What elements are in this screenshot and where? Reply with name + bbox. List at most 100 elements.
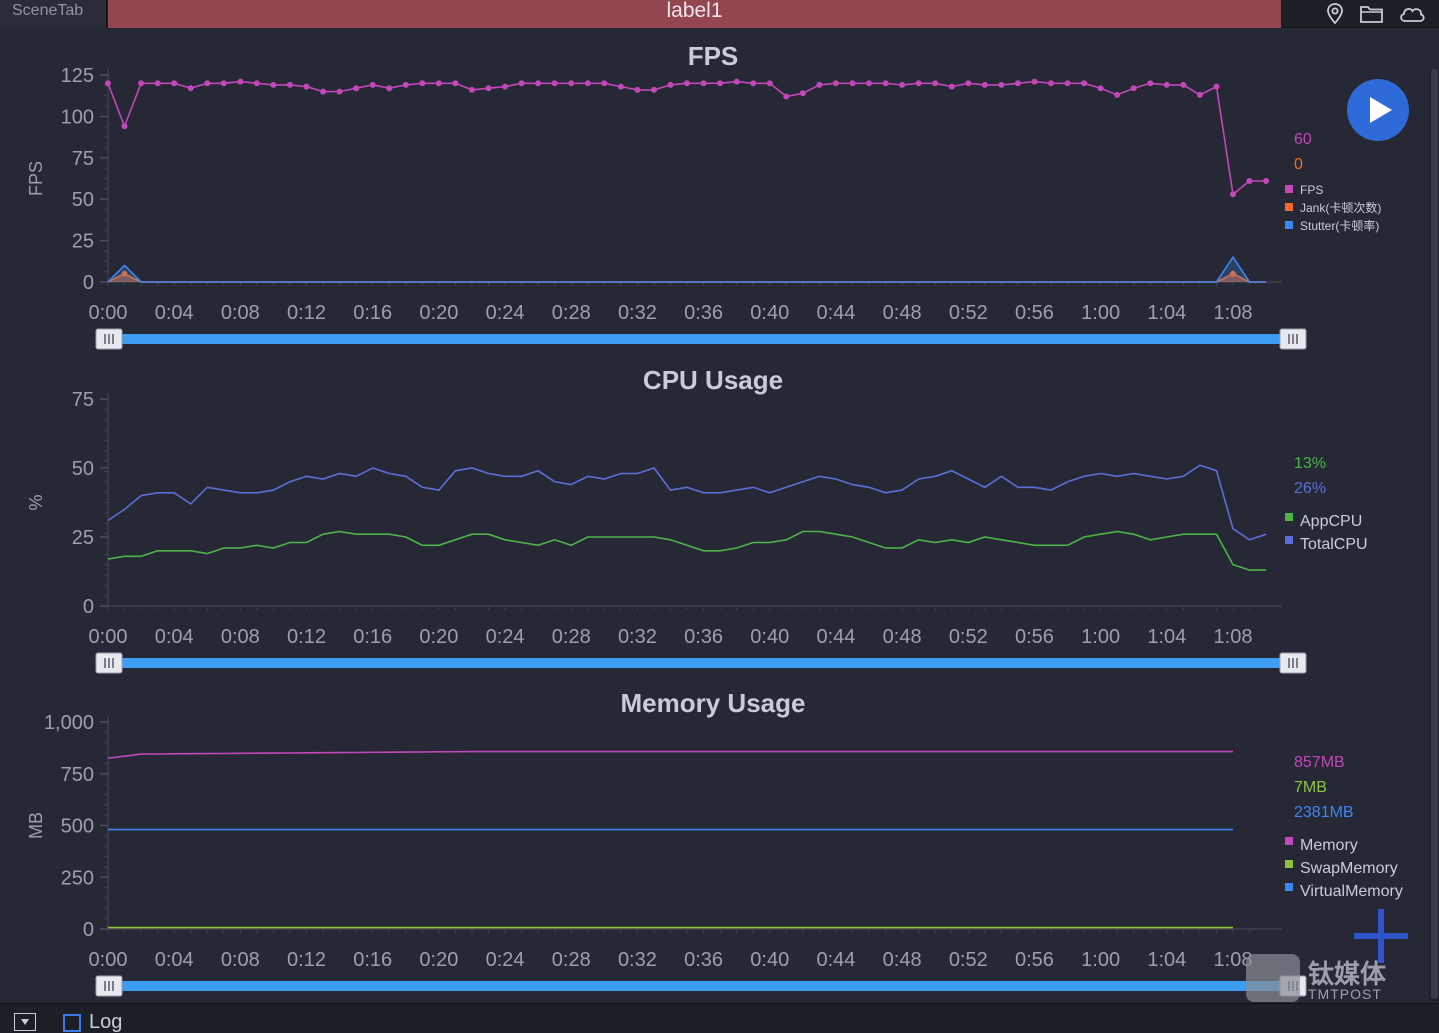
vertical-scrollbar-thumb[interactable]: [1431, 69, 1438, 999]
y-tick-label: 75: [72, 389, 94, 411]
y-tick-label: 75: [72, 148, 94, 170]
range-slider-track[interactable]: [120, 334, 1282, 344]
data-point: [369, 81, 376, 88]
x-tick-label: 0:00: [89, 626, 128, 648]
data-point: [435, 80, 442, 87]
range-slider-right-handle[interactable]: [1279, 652, 1307, 674]
data-point: [535, 80, 542, 87]
x-tick-label: 0:36: [684, 302, 723, 324]
x-tick-label: 1:04: [1147, 302, 1186, 324]
data-point: [402, 81, 409, 88]
data-point: [1081, 80, 1088, 87]
data-point: [121, 123, 128, 130]
data-point: [353, 85, 360, 92]
x-tick-label: 0:12: [287, 302, 326, 324]
data-point: [336, 88, 343, 95]
x-tick-label: 0:36: [684, 949, 723, 971]
chart-title: CPU Usage: [643, 365, 783, 395]
range-slider-left-handle[interactable]: [95, 328, 123, 350]
range-slider-track[interactable]: [120, 658, 1282, 668]
data-point: [171, 80, 178, 87]
data-point: [1130, 85, 1137, 92]
x-tick-label: 0:48: [883, 626, 922, 648]
series-line-0: [107, 750, 1233, 759]
jank-point: [121, 270, 128, 277]
cloud-icon[interactable]: [1397, 2, 1427, 26]
data-point: [667, 81, 674, 88]
x-tick-label: 0:24: [486, 626, 525, 648]
x-tick-label: 0:56: [1015, 626, 1054, 648]
range-slider-right-handle[interactable]: [1279, 328, 1307, 350]
data-point: [105, 80, 111, 87]
data-point: [1246, 178, 1253, 184]
current-value: 0: [1294, 156, 1303, 173]
data-point: [634, 86, 641, 93]
data-point: [386, 85, 393, 92]
log-checkbox[interactable]: [63, 1014, 81, 1032]
x-tick-label: 0:16: [353, 626, 392, 648]
x-tick-label: 0:00: [89, 949, 128, 971]
range-slider-left-handle[interactable]: [95, 652, 123, 674]
x-tick-label: 0:20: [419, 302, 458, 324]
add-icon[interactable]: [1352, 907, 1410, 965]
x-tick-label: 1:08: [1214, 302, 1253, 324]
watermark-text-cn: 钛媒体: [1308, 959, 1387, 989]
x-tick-label: 0:08: [221, 302, 260, 324]
current-value: 60: [1294, 131, 1312, 148]
y-tick-label: 250: [61, 867, 94, 889]
x-tick-label: 0:04: [155, 302, 194, 324]
data-point: [270, 81, 277, 88]
x-tick-label: 0:00: [89, 302, 128, 324]
y-tick-label: 1,000: [44, 712, 94, 734]
data-point: [1147, 80, 1154, 87]
y-tick-label: 0: [83, 919, 94, 941]
location-pin-icon[interactable]: [1323, 2, 1347, 26]
tmtpost-logo: [1246, 954, 1300, 1002]
y-tick-label: 500: [61, 816, 94, 838]
data-point: [899, 81, 906, 88]
data-point: [1114, 91, 1121, 98]
x-tick-label: 0:48: [883, 302, 922, 324]
x-tick-label: 0:32: [618, 949, 657, 971]
x-tick-label: 1:08: [1214, 949, 1253, 971]
chart-title: Memory Usage: [621, 688, 806, 718]
series-line-0: [107, 530, 1267, 571]
y-axis-label: MB: [26, 812, 46, 839]
data-point: [568, 80, 575, 87]
x-tick-label: 0:16: [353, 302, 392, 324]
top-icons: [1283, 0, 1439, 28]
data-point: [469, 86, 475, 93]
x-tick-label: 0:52: [949, 949, 988, 971]
range-slider-track[interactable]: [120, 981, 1282, 991]
watermark-text-en: TMTPOST: [1308, 986, 1382, 1002]
y-tick-label: 125: [61, 65, 94, 87]
data-point: [502, 83, 509, 90]
x-tick-label: 0:40: [750, 626, 789, 648]
current-value: 13%: [1294, 455, 1326, 472]
data-point: [253, 80, 260, 87]
data-point: [138, 80, 145, 87]
current-value: 26%: [1294, 480, 1326, 497]
x-tick-label: 0:28: [552, 949, 591, 971]
x-tick-label: 0:12: [287, 626, 326, 648]
legend-label: VirtualMemory: [1300, 883, 1403, 900]
scene-tab[interactable]: SceneTab: [0, 0, 107, 28]
chevron-down-icon: [21, 1019, 29, 1025]
range-slider-left-handle[interactable]: [95, 975, 123, 997]
data-point: [287, 81, 293, 88]
play-button[interactable]: [1347, 79, 1409, 141]
x-tick-label: 0:24: [486, 949, 525, 971]
data-point: [882, 80, 889, 87]
window-title-tab[interactable]: label1: [108, 0, 1281, 28]
data-point: [932, 80, 939, 87]
legend-swatch: [1285, 513, 1293, 521]
folder-icon[interactable]: [1359, 2, 1385, 26]
current-value: 857MB: [1294, 754, 1345, 771]
dropdown-toggle-button[interactable]: [14, 1013, 36, 1031]
bottom-bar: Log: [0, 1003, 1439, 1033]
data-point: [1014, 80, 1021, 87]
x-tick-label: 0:28: [552, 302, 591, 324]
chart-0: FPS FPS 0 25 50 75 100 125 0:00 0:04 0:08 0:12 0:16 0…: [26, 41, 1381, 350]
watermark-logo: 钛媒体 TMTPOST: [1246, 950, 1396, 1002]
charts-canvas: FPS FPS 0 25 50 75 100 125 0:00 0:04 0:08 0:12 0:16 0…: [26, 41, 1403, 997]
